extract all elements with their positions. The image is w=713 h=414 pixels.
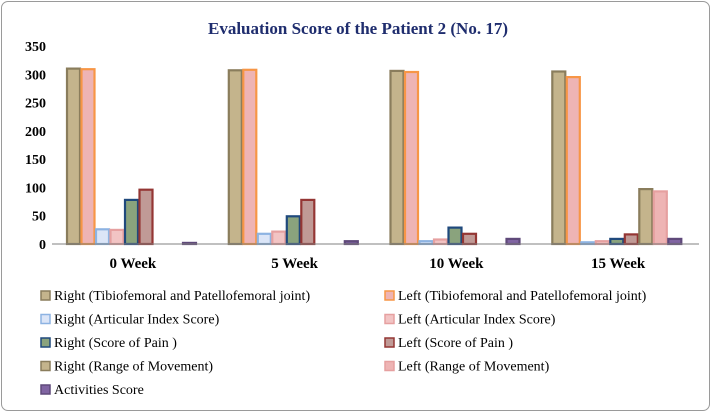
legend-label: Left (Tibiofemoral and Patellofemoral jo… bbox=[398, 289, 647, 304]
legend-label: Left (Score of Pain ) bbox=[398, 336, 513, 351]
legend-label: Left (Articular Index Score) bbox=[398, 313, 556, 328]
bar-1-3 bbox=[389, 69, 405, 246]
bar-4-1 bbox=[109, 228, 125, 246]
legend-swatch bbox=[384, 313, 395, 325]
category-label: 10 Week bbox=[429, 256, 484, 272]
bar-2-2 bbox=[242, 68, 258, 246]
bar-7-4 bbox=[638, 188, 654, 246]
legend-swatch bbox=[384, 290, 395, 301]
bar-2-1 bbox=[80, 68, 96, 246]
legend-swatch bbox=[384, 360, 395, 372]
y-tick-label: 50 bbox=[32, 210, 46, 225]
chart-title: Evaluation Score of the Patient 2 (No. 1… bbox=[208, 19, 508, 38]
legend-label: Right (Score of Pain ) bbox=[54, 336, 177, 351]
bar-6-3 bbox=[461, 232, 478, 246]
bars-group bbox=[65, 67, 683, 246]
bar-4-2 bbox=[271, 230, 287, 246]
y-tick-label: 150 bbox=[25, 153, 46, 168]
category-labels: 0 Week 5 Week 10 Week 15 Week bbox=[109, 256, 645, 272]
bar-5-1 bbox=[123, 198, 140, 246]
bar-9-4 bbox=[667, 237, 683, 246]
legend: Right (Tibiofemoral and Patellofemoral j… bbox=[40, 289, 647, 398]
legend-label: Right (Articular Index Score) bbox=[54, 313, 220, 328]
bar-2-4 bbox=[565, 75, 581, 246]
bar-8-4 bbox=[652, 190, 668, 246]
legend-swatch bbox=[40, 360, 51, 372]
legend-label: Right (Range of Movement) bbox=[54, 360, 213, 375]
bar-1-4 bbox=[551, 70, 567, 246]
bar-5-2 bbox=[285, 215, 301, 246]
bar-3-2 bbox=[256, 232, 272, 246]
legend-swatch bbox=[384, 337, 395, 348]
bar-6-2 bbox=[300, 198, 316, 246]
y-tick-label: 100 bbox=[25, 181, 46, 196]
legend-swatch bbox=[40, 337, 51, 348]
category-label: 5 Week bbox=[271, 256, 318, 272]
bar-4-3 bbox=[432, 238, 449, 246]
y-tick-label: 200 bbox=[25, 125, 46, 140]
bar-5-4 bbox=[609, 237, 625, 246]
y-tick-label: 0 bbox=[39, 238, 46, 253]
bar-6-1 bbox=[138, 188, 154, 246]
category-label: 0 Week bbox=[109, 256, 156, 272]
bar-3-1 bbox=[94, 228, 111, 246]
legend-swatch bbox=[40, 290, 51, 301]
category-label: 15 Week bbox=[591, 256, 646, 272]
y-tick-label: 350 bbox=[25, 40, 46, 55]
bar-5-3 bbox=[447, 226, 463, 246]
legend-label: Right (Tibiofemoral and Patellofemoral j… bbox=[54, 289, 310, 304]
legend-label: Activities Score bbox=[54, 383, 144, 398]
bar-1-1 bbox=[65, 67, 82, 246]
bar-9-3 bbox=[505, 237, 521, 246]
legend-swatch bbox=[40, 313, 51, 325]
legend-swatch bbox=[40, 384, 51, 395]
bar-6-4 bbox=[623, 233, 639, 246]
y-tick-label: 300 bbox=[25, 68, 46, 83]
bar-1-2 bbox=[227, 69, 243, 246]
y-axis-ticks: 0 50 100 150 200 250 300 350 bbox=[25, 40, 46, 253]
y-tick-label: 250 bbox=[25, 97, 46, 112]
bar-2-3 bbox=[403, 70, 420, 246]
legend-label: Left (Range of Movement) bbox=[398, 360, 550, 375]
